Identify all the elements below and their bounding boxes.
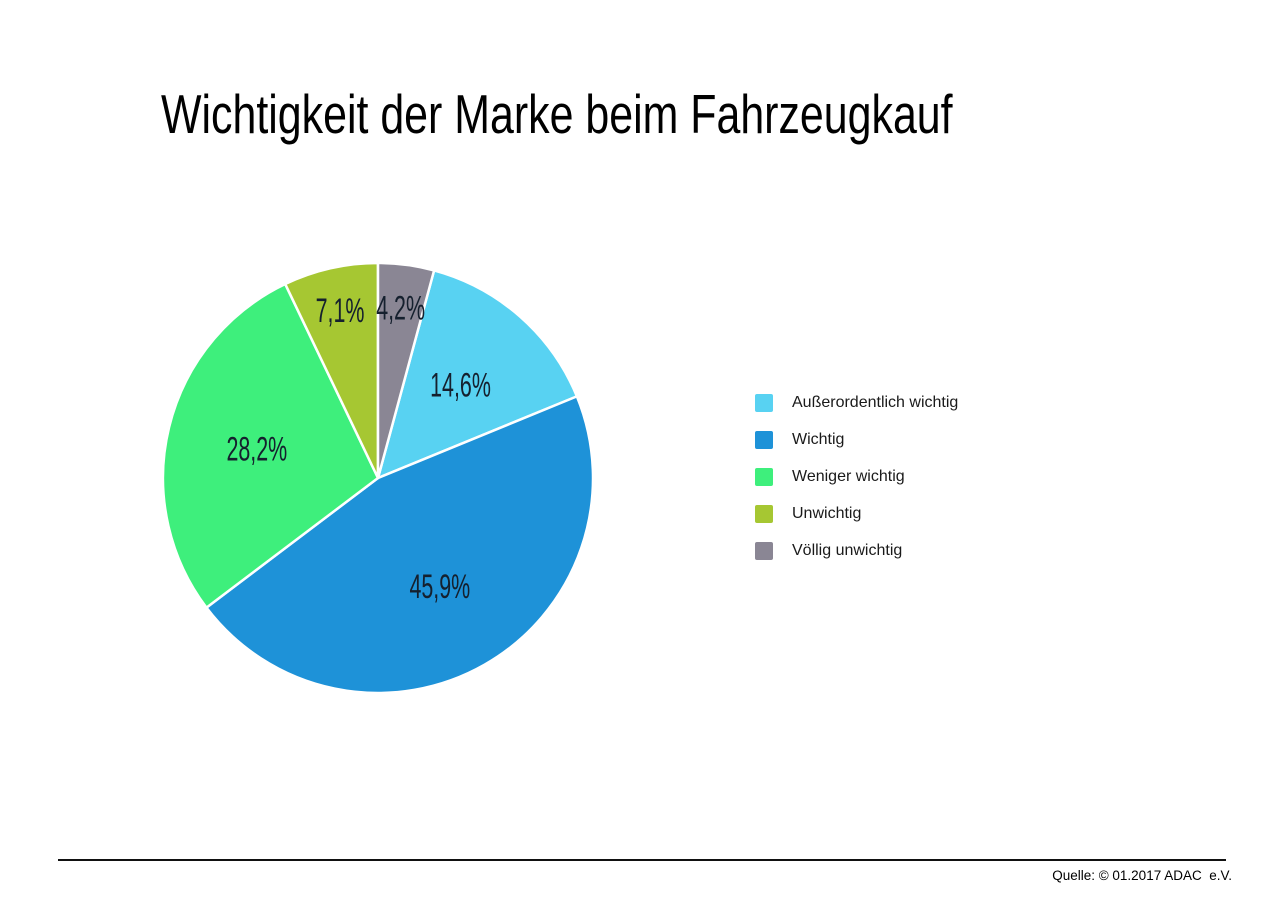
legend-swatch-icon bbox=[755, 431, 773, 449]
pie-slice-label-0: 14,6% bbox=[430, 366, 491, 404]
legend-item-3: Unwichtig bbox=[755, 505, 958, 523]
chart-title-text: Wichtigkeit der Marke beim Fahrzeugkauf bbox=[161, 83, 953, 145]
pie-slice-1 bbox=[205, 395, 595, 695]
pie-slice-0 bbox=[376, 269, 579, 480]
legend-item-label: Völlig unwichtig bbox=[792, 542, 903, 559]
legend-swatch-icon bbox=[755, 468, 773, 486]
legend-item-label: Außerordentlich wichtig bbox=[792, 394, 959, 411]
pie-chart: 14,6% 45,9% 28,2% 7,1% 4,2% bbox=[161, 261, 595, 695]
pie-slice-label-1: 45,9% bbox=[409, 568, 470, 606]
legend-item-label: Unwichtig bbox=[792, 505, 862, 522]
legend-item-label: Wichtig bbox=[792, 431, 845, 448]
source-note: Quelle: © 01.2017 ADAC e.V. bbox=[1052, 868, 1232, 883]
pie-slice-label-2: 28,2% bbox=[226, 430, 287, 468]
chart-title: Wichtigkeit der Marke beim Fahrzeugkauf bbox=[161, 83, 1176, 145]
legend-swatch-icon bbox=[755, 394, 773, 412]
pie-slice-label-3: 7,1% bbox=[316, 292, 365, 330]
legend-item-0: Außerordentlich wichtig bbox=[755, 394, 958, 412]
legend-item-label: Weniger wichtig bbox=[792, 468, 905, 485]
legend-item-1: Wichtig bbox=[755, 431, 958, 449]
pie-slice-4 bbox=[376, 261, 436, 480]
pie-slice-label-4: 4,2% bbox=[376, 289, 425, 327]
legend-swatch-icon bbox=[755, 505, 773, 523]
pie-slice-2 bbox=[161, 282, 380, 609]
legend-swatch-icon bbox=[755, 542, 773, 560]
footer-divider bbox=[58, 859, 1226, 861]
legend-item-2: Weniger wichtig bbox=[755, 468, 958, 486]
legend-item-4: Völlig unwichtig bbox=[755, 542, 958, 560]
legend: Außerordentlich wichtig Wichtig Weniger wi… bbox=[755, 394, 958, 579]
